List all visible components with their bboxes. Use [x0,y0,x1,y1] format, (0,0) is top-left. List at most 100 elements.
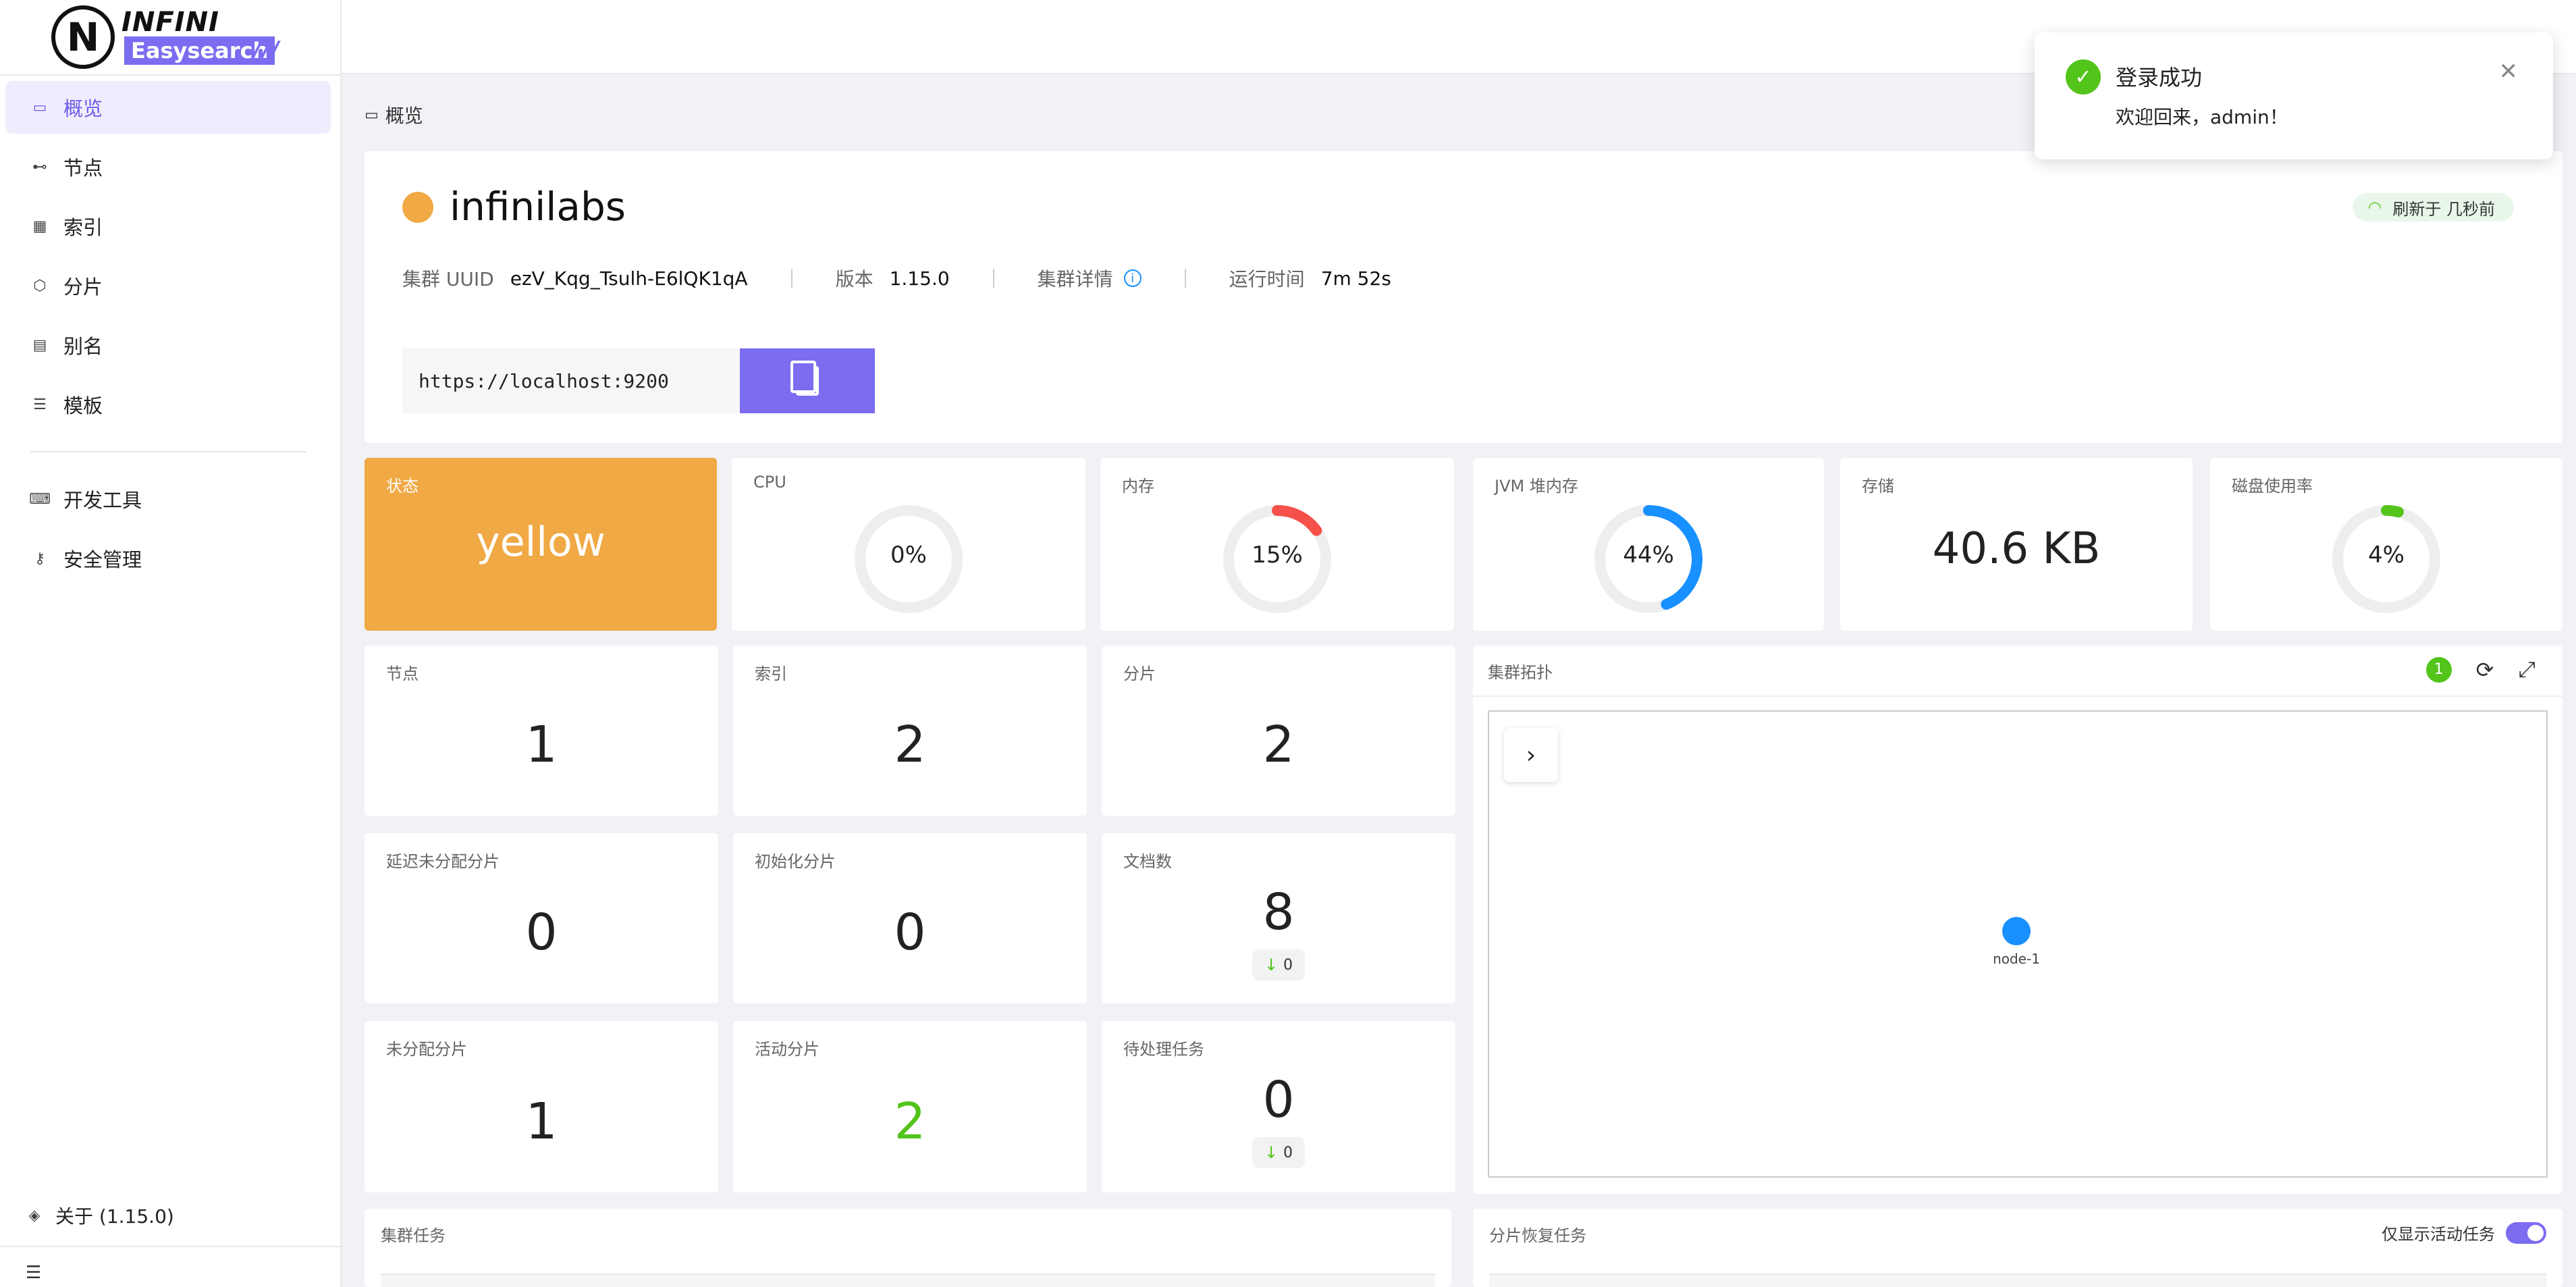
topology-node-label: node-1 [1993,951,2040,967]
sidebar-nav: ▭ 概览 ⊷ 节点 ▦ 索引 ⬡ 分片 ▤ 别名 ☰ 模板 ⌨ 开发工具 ⚷ [5,81,331,592]
disk-usage-label: 磁盘使用率 [2232,477,2313,496]
active-shards-label: 活动分片 [755,1040,820,1059]
notification-message: 欢迎回来，admin！ [2116,106,2288,128]
sidebar-item-security[interactable]: ⚷ 安全管理 [5,532,331,585]
docs-count-card: 文档数 8 ↓ 0 [1102,833,1455,1003]
sidebar-item-shards[interactable]: ⬡ 分片 [5,259,331,312]
collapse-menu-icon[interactable]: ☰ [26,1263,42,1283]
shard-recovery-card: 分片恢复任务 仅显示活动任务 [1473,1209,2562,1287]
memory-label: 内存 [1122,477,1154,496]
check-circle-icon: ✓ [2066,59,2101,95]
sidebar-bottom-divider [0,1246,340,1247]
dashboard-icon: ▭ [32,99,47,116]
cluster-meta: 集群 UUID ezV_Kqg_Tsulh-E6lQK1qA 版本 1.15.0… [402,265,1391,292]
sidebar-item-dev-tools[interactable]: ⌨ 开发工具 [5,473,331,525]
jvm-heap-card: JVM 堆内存 44% [1473,458,1824,631]
sidebar-item-aliases[interactable]: ▤ 别名 [5,319,331,371]
unassigned-shards-label: 未分配分片 [386,1040,467,1059]
indices-label: 索引 [755,664,787,683]
sidebar-item-templates[interactable]: ☰ 模板 [5,378,331,431]
copy-endpoint-button[interactable] [740,348,875,413]
topology-node[interactable] [2002,917,2031,945]
docs-count-value: 8 [1262,883,1295,941]
unassigned-shards-card: 未分配分片 1 [365,1021,718,1192]
breadcrumb-label: 概览 [385,105,423,127]
topology-toolbar: 1 ⟳ ⤢ [2425,656,2535,683]
pending-tasks-label: 待处理任务 [1123,1040,1204,1059]
info-icon[interactable]: i [1123,269,1142,287]
meta-divider [790,269,793,288]
shards-card: 分片 2 [1102,646,1455,816]
nodes-label: 节点 [386,664,419,683]
jvm-heap-value: 44% [1623,542,1674,569]
brand-logo[interactable]: N INFINI Easysearch /// [51,4,281,69]
uuid-label: 集群 UUID [402,268,494,290]
storage-label: 存储 [1862,477,1894,496]
sidebar-item-label: 分片 [63,275,103,298]
login-success-notification: ✓ 登录成功 欢迎回来，admin！ ✕ [2035,32,2553,159]
template-icon: ☰ [33,396,47,413]
table-icon: ▦ [32,217,47,235]
topology-count-badge: 1 [2425,656,2452,683]
unassigned-shards-value: 1 [525,1093,558,1151]
active-shards-card: 活动分片 2 [733,1021,1087,1192]
sidebar-item-indices[interactable]: ▦ 索引 [5,200,331,253]
alias-icon: ▤ [32,336,47,354]
code-icon: ⌨ [29,490,51,508]
uptime-label: 运行时间 [1229,268,1305,290]
pending-tasks-card: 待处理任务 0 ↓ 0 [1102,1021,1455,1192]
indices-value: 2 [894,716,926,774]
expand-panel-button[interactable]: › [1504,728,1558,782]
cpu-value: 0% [890,542,927,569]
sidebar-item-label: 模板 [63,394,103,417]
uptime-value: 7m 52s [1320,267,1391,290]
uuid-value: ezV_Kqg_Tsulh-E6lQK1qA [510,267,748,290]
refresh-status-badge: ◠ 刷新于 几秒前 [2353,193,2514,221]
storage-card: 存储 40.6 KB [1840,458,2193,631]
shards-value: 2 [1262,716,1295,774]
disk-usage-gauge-arc [2332,505,2440,613]
arrow-down-icon: ↓ [1264,1143,1279,1162]
active-only-label: 仅显示活动任务 [2382,1225,2495,1244]
logo-easysearch-text: Easysearch [124,36,275,65]
cluster-topology-card: 集群拓扑 1 ⟳ ⤢ › node-1 [1473,646,2562,1194]
active-only-toggle[interactable] [2506,1222,2546,1244]
cpu-gauge: 0% [853,504,964,614]
topology-canvas[interactable]: › node-1 [1488,710,2548,1178]
pending-tasks-value: 0 [1262,1071,1295,1129]
disk-usage-card: 磁盘使用率 4% [2210,458,2562,631]
sidebar-item-label: 节点 [63,157,103,180]
pending-delta-badge: ↓ 0 [1252,1137,1306,1168]
logo-mark-icon: N [51,5,115,69]
sidebar-item-label: 安全管理 [63,548,142,571]
about-label: 关于 (1.15.0) [55,1205,174,1228]
initializing-shards-value: 0 [894,903,926,962]
endpoint-field[interactable]: https://localhost:9200 [402,348,740,413]
sidebar-item-label: 概览 [63,97,103,120]
memory-gauge-arc [1223,505,1331,613]
close-icon[interactable]: ✕ [2498,58,2519,85]
memory-card: 内存 15% [1100,458,1454,631]
jvm-heap-gauge: 44% [1593,504,1704,614]
about-link[interactable]: ◈ 关于 (1.15.0) [24,1202,174,1229]
topology-title: 集群拓扑 [1488,663,1553,682]
sidebar-item-nodes[interactable]: ⊷ 节点 [5,140,331,193]
details-label: 集群详情 [1037,268,1113,290]
cpu-card: CPU 0% [732,458,1085,631]
wifi-icon: ◠ [2367,198,2382,217]
security-icon: ⚷ [34,550,46,567]
shard-recovery-table-header [1489,1273,2546,1287]
initializing-shards-card: 初始化分片 0 [733,833,1087,1003]
sidebar-item-overview[interactable]: ▭ 概览 [5,81,331,134]
meta-divider [1184,269,1186,288]
diamond-icon: ◈ [28,1207,41,1224]
cluster-tasks-card: 集群任务 [365,1209,1451,1287]
delayed-unassigned-card: 延迟未分配分片 0 [365,833,718,1003]
nodes-icon: ⊷ [32,158,47,176]
docs-delta-value: 0 [1283,956,1293,974]
refresh-icon[interactable]: ⟳ [2475,656,2494,683]
indices-card: 索引 2 [733,646,1087,816]
fullscreen-icon[interactable]: ⤢ [2518,656,2535,682]
memory-value: 15% [1252,542,1303,569]
sidebar-item-label: 开发工具 [63,489,142,512]
